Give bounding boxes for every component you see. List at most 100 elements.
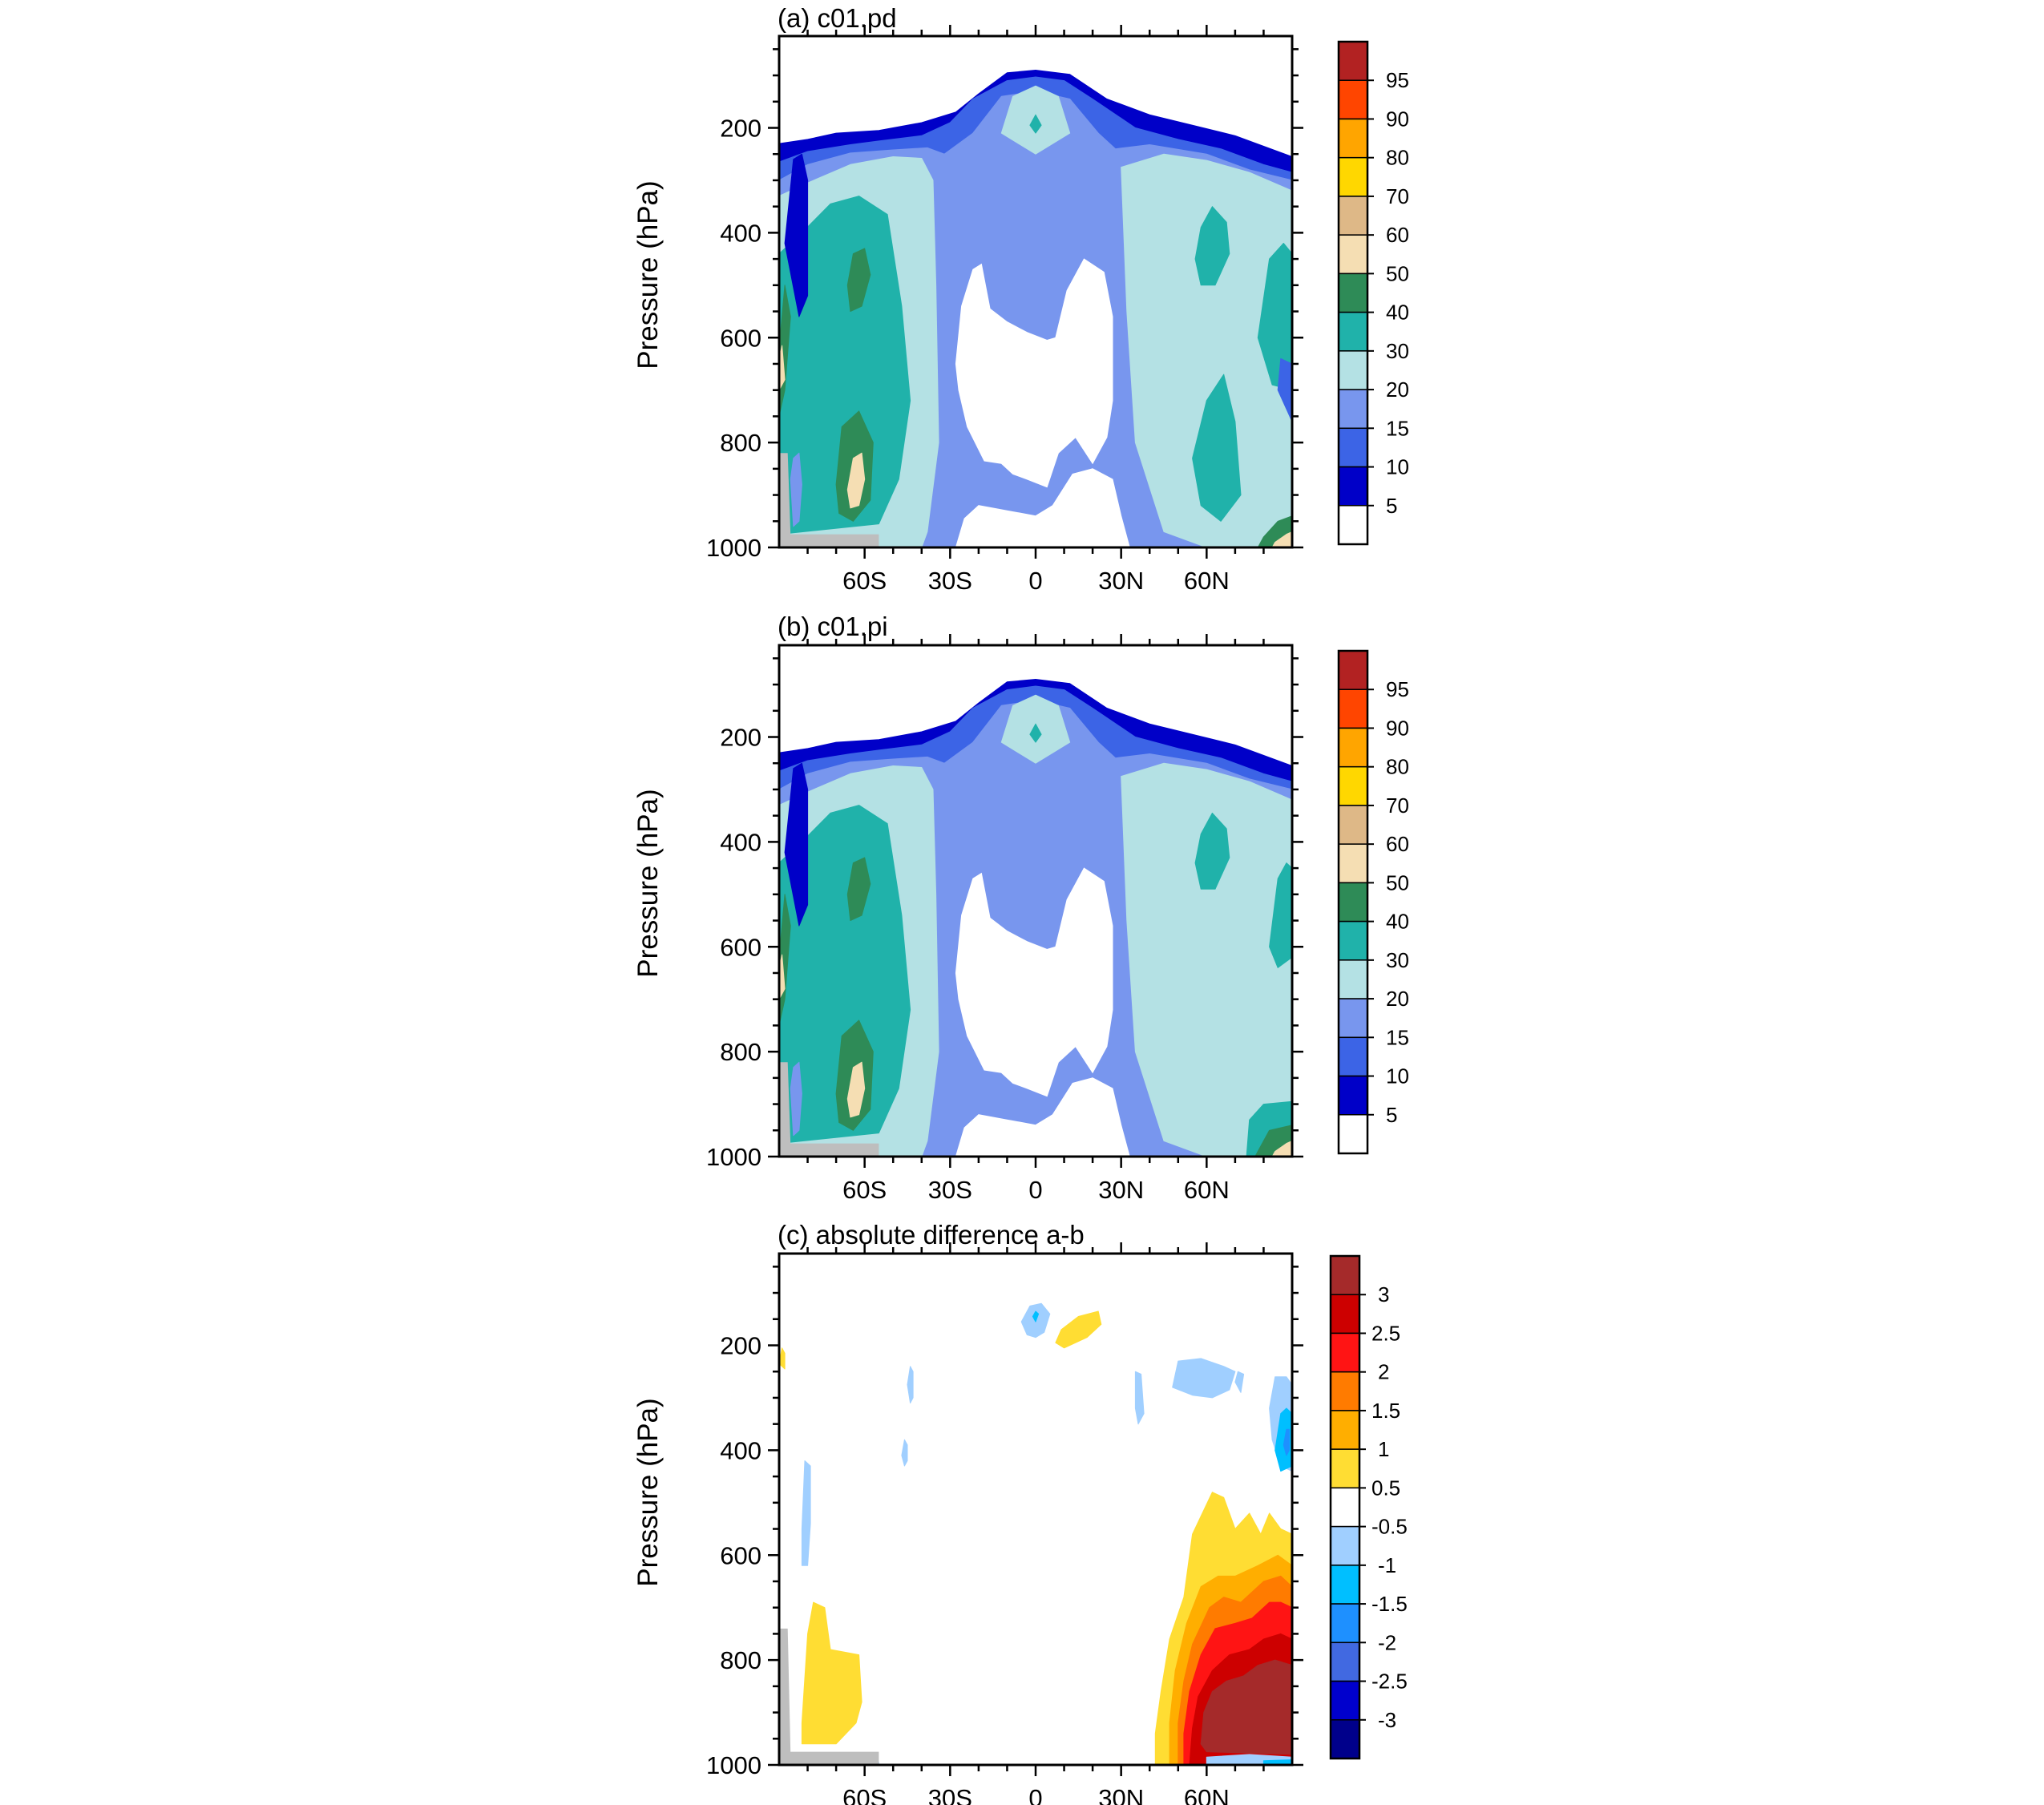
contour-region	[779, 345, 786, 391]
colorbar-label: 15	[1386, 416, 1409, 440]
contour-region	[1277, 357, 1292, 422]
colorbar-frame	[1337, 649, 1369, 1155]
colorbar-swatch	[1338, 650, 1368, 690]
y-tick-label: 600	[720, 933, 761, 961]
missing-data-mask	[779, 1628, 879, 1765]
colorbar-swatch	[1330, 1719, 1360, 1759]
colorbar-label: -2.5	[1371, 1670, 1408, 1694]
colorbar-label: 80	[1386, 146, 1409, 170]
contour-region-low	[955, 258, 1113, 488]
colorbar-swatch	[1338, 427, 1368, 468]
colorbar-swatch	[1338, 196, 1368, 236]
colorbar-label: 95	[1386, 677, 1409, 701]
y-tick-label: 800	[720, 429, 761, 457]
x-tick-label: 60N	[1184, 567, 1230, 595]
colorbar: 95 90 80 70 60 50 40 30 20 15 10 5	[1337, 649, 1409, 1155]
colorbar-label: 10	[1386, 1064, 1409, 1088]
y-axis: 200 400 600 800 1000	[706, 1266, 1303, 1779]
colorbar-swatch	[1330, 1487, 1360, 1528]
contour-region	[1029, 114, 1042, 134]
contour-region	[784, 153, 809, 317]
missing-data-mask	[779, 1062, 879, 1157]
colorbar-label: 40	[1386, 301, 1409, 325]
contour-region	[779, 196, 911, 535]
y-tick-label: 400	[720, 1436, 761, 1464]
contour-region	[846, 248, 871, 312]
contour-region	[779, 1347, 786, 1370]
colorbar-swatch	[1338, 273, 1368, 313]
contour-region	[1032, 1310, 1040, 1322]
colorbar-label: 50	[1386, 261, 1409, 285]
colorbar-swatch	[1338, 156, 1368, 197]
contour-region	[1121, 762, 1292, 1157]
y-tick-label: 1000	[706, 534, 761, 562]
colorbar-swatch	[1338, 1036, 1368, 1077]
y-tick-label: 800	[720, 1646, 761, 1674]
colorbar-swatch	[1338, 505, 1368, 545]
x-tick-label: 60S	[842, 1176, 887, 1204]
contour-region	[1194, 206, 1230, 286]
colorbar-swatch	[1338, 998, 1368, 1039]
colorbar: 95 90 80 70 60 50 40 30 20 15 10 5	[1337, 40, 1409, 546]
x-tick-label: 60S	[842, 1784, 887, 1805]
contour-region	[1262, 1759, 1292, 1765]
contour-region	[901, 1439, 908, 1467]
x-axis: 60S 30S 0 30N 60N	[806, 25, 1265, 595]
colorbar-frame	[1329, 1254, 1361, 1760]
contour-region	[1029, 723, 1042, 743]
colorbar-label: 10	[1386, 455, 1409, 479]
colorbar-swatch	[1338, 466, 1368, 507]
colorbar-label: 1.5	[1371, 1399, 1400, 1423]
x-tick-label: 30N	[1098, 1784, 1144, 1805]
colorbar-swatch	[1338, 350, 1368, 390]
colorbar-swatch	[1338, 882, 1368, 923]
colorbar-label: 15	[1386, 1025, 1409, 1049]
contour-region	[1192, 374, 1242, 522]
contour-region	[801, 1460, 811, 1566]
colorbar-swatch	[1338, 688, 1368, 729]
x-tick-label: 30N	[1098, 567, 1144, 595]
colorbar-label: 30	[1386, 948, 1409, 972]
colorbar-label: -3	[1378, 1708, 1396, 1732]
colorbar-label: -1.5	[1371, 1592, 1408, 1616]
x-tick-label: 0	[1028, 1176, 1042, 1204]
colorbar-label: 5	[1386, 1103, 1397, 1127]
colorbar-swatch	[1338, 765, 1368, 806]
contour-region	[779, 954, 786, 1000]
contour-region	[790, 1061, 802, 1137]
x-axis: 60S 30S 0 30N 60N	[806, 634, 1265, 1204]
colorbar-swatch	[1330, 1448, 1360, 1489]
contour-region-low	[955, 1077, 1130, 1157]
contour-region	[1200, 1659, 1292, 1745]
colorbar-swatch	[1338, 727, 1368, 768]
x-tick-label: 30N	[1098, 1176, 1144, 1204]
contour-region	[790, 452, 802, 527]
y-tick-label: 600	[720, 324, 761, 352]
panel-title: (a) c01.pd	[778, 3, 897, 33]
contour-region	[779, 805, 911, 1145]
colorbar-swatch	[1338, 41, 1368, 81]
colorbar-label: 60	[1386, 223, 1409, 247]
colorbar-swatch	[1338, 1114, 1368, 1154]
colorbar-label: 60	[1386, 832, 1409, 856]
colorbar-swatch	[1338, 118, 1368, 159]
colorbar-swatch	[1330, 1565, 1360, 1605]
y-axis: 200 400 600 800 1000	[706, 657, 1303, 1171]
colorbar-swatch	[1330, 1641, 1360, 1682]
panel-title: (c) absolute difference a-b	[778, 1220, 1085, 1250]
colorbar-swatch	[1330, 1332, 1360, 1373]
contour-region	[1269, 862, 1292, 968]
colorbar-swatch	[1338, 805, 1368, 845]
colorbar-label: 90	[1386, 107, 1409, 131]
contour-region	[1134, 1371, 1145, 1425]
colorbar-label: 1	[1378, 1437, 1389, 1461]
colorbar-swatch	[1338, 959, 1368, 999]
y-tick-label: 400	[720, 219, 761, 247]
colorbar-swatch	[1330, 1525, 1360, 1566]
colorbar-label: 2	[1378, 1360, 1389, 1384]
contour-region	[1194, 812, 1230, 890]
colorbar-label: 80	[1386, 755, 1409, 779]
colorbar-swatch	[1338, 311, 1368, 352]
